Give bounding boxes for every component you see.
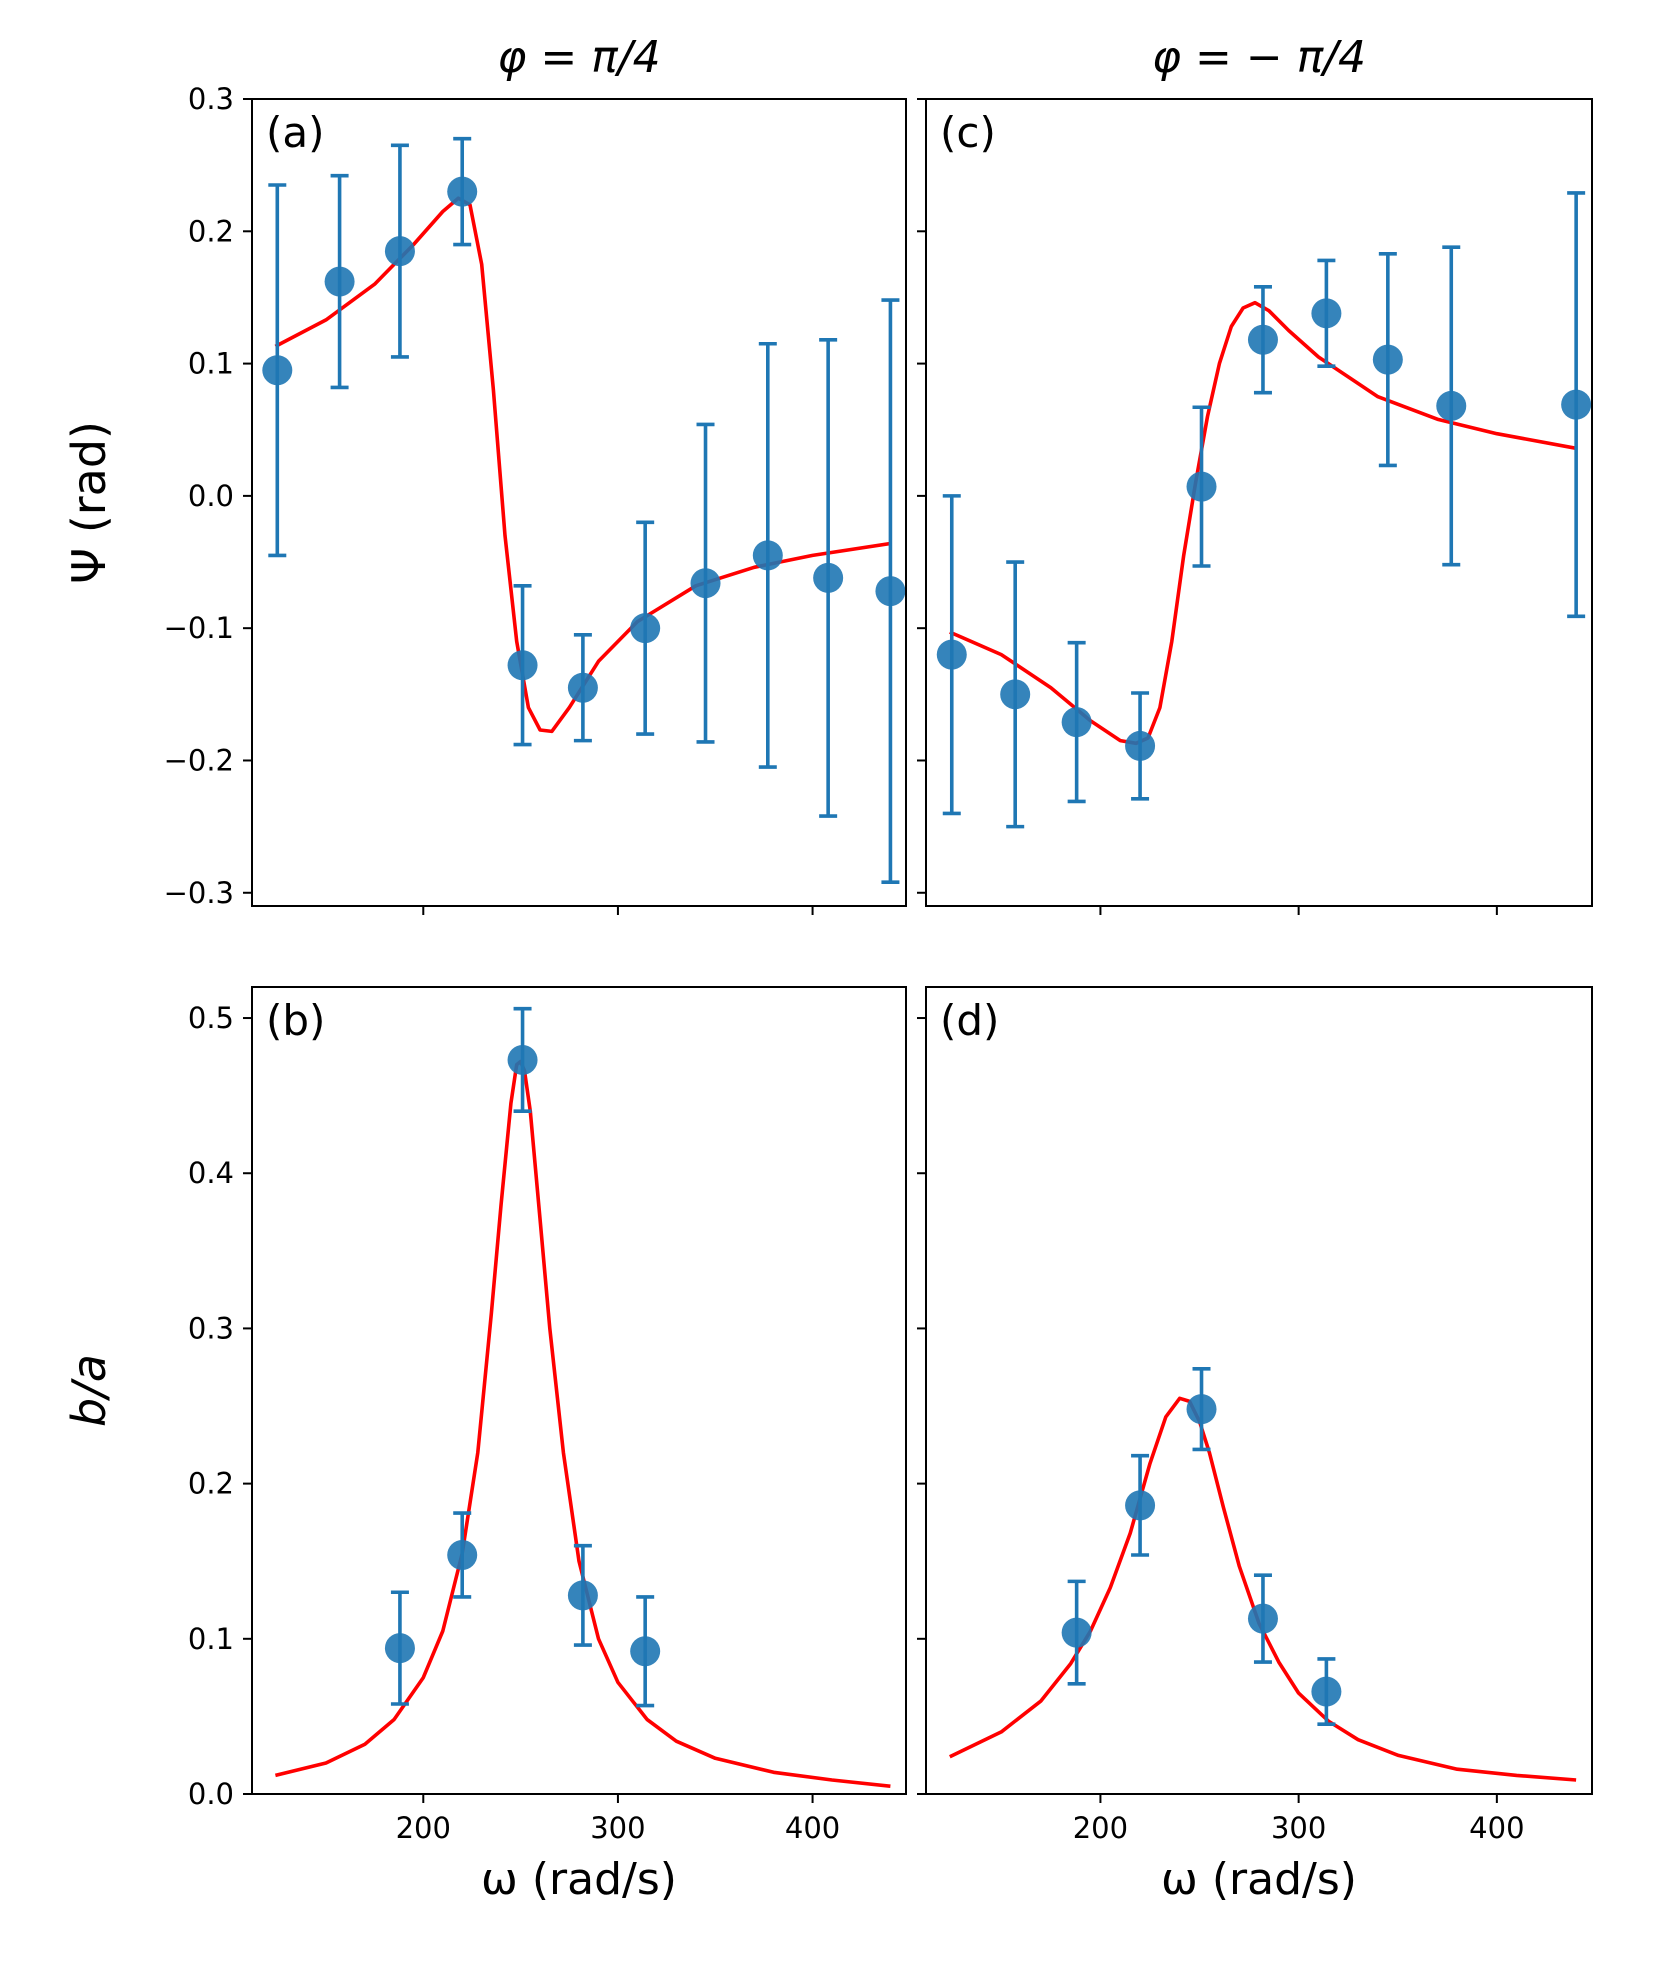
data-point bbox=[813, 562, 844, 593]
data-point bbox=[384, 1633, 415, 1664]
y-tick-label: 0.0 bbox=[188, 1777, 234, 1811]
panel-label: (d) bbox=[940, 996, 999, 1045]
column-title: φ = − π/4 bbox=[1152, 32, 1366, 83]
y-tick-label: 0.2 bbox=[188, 1467, 234, 1501]
data-point bbox=[1311, 298, 1342, 329]
y-tick-label: 0.3 bbox=[188, 1311, 234, 1345]
data-point bbox=[1561, 389, 1592, 420]
data-point bbox=[447, 1540, 478, 1571]
panel-a-data bbox=[262, 136, 906, 884]
x-tick-label: 400 bbox=[785, 1811, 840, 1845]
data-point bbox=[1247, 1603, 1278, 1634]
x-axis-label: ω (rad/s) bbox=[481, 1854, 677, 1905]
panel-d: 200 300 400 (d) ω (rad/s) bbox=[917, 986, 1593, 1905]
x-tick-label: 300 bbox=[590, 1811, 645, 1845]
data-point bbox=[1061, 707, 1092, 738]
y-tick-label: −0.3 bbox=[164, 876, 234, 910]
axes-frame bbox=[251, 986, 907, 1795]
axes-frame bbox=[925, 98, 1593, 907]
panel-c: (c) φ = − π/4 bbox=[917, 32, 1593, 915]
data-point bbox=[262, 355, 293, 386]
fit-curve bbox=[274, 196, 891, 734]
y-tick-label: 0.4 bbox=[188, 1156, 234, 1190]
panel-label: (c) bbox=[940, 108, 996, 157]
data-point bbox=[1311, 1676, 1342, 1707]
data-point bbox=[507, 1044, 538, 1075]
y-tick-label: −0.2 bbox=[164, 743, 234, 777]
data-point bbox=[1125, 1490, 1156, 1521]
x-tick-label: 400 bbox=[1469, 1811, 1524, 1845]
data-point bbox=[567, 672, 598, 703]
y-tick-label: −0.1 bbox=[164, 611, 234, 645]
x-axis-label: ω (rad/s) bbox=[1161, 1854, 1357, 1905]
panel-label: (b) bbox=[266, 996, 325, 1045]
x-tick-label: 200 bbox=[1073, 1811, 1128, 1845]
axes-frame bbox=[251, 98, 907, 907]
y-axis-label: b/a bbox=[62, 1354, 116, 1427]
x-tick-label: 200 bbox=[396, 1811, 451, 1845]
y-tick-label: 0.3 bbox=[188, 82, 234, 116]
data-point bbox=[384, 236, 415, 267]
data-point bbox=[630, 1636, 661, 1667]
data-point bbox=[1000, 679, 1031, 710]
panel-b-data bbox=[274, 1006, 891, 1788]
y-tick-label: 0.0 bbox=[188, 479, 234, 513]
column-title: φ = π/4 bbox=[497, 32, 660, 83]
data-point bbox=[447, 176, 478, 207]
data-point bbox=[324, 266, 355, 297]
data-point bbox=[936, 639, 967, 670]
data-point bbox=[690, 568, 721, 599]
panel-a: −0.3 −0.2 −0.1 0.0 0.1 0.2 0.3 (a) φ = π/4 Ψ (rad… bbox=[62, 32, 907, 915]
panel-label: (a) bbox=[266, 108, 325, 157]
panel-d-data bbox=[949, 1366, 1577, 1782]
data-point bbox=[1372, 344, 1403, 375]
data-point bbox=[1247, 324, 1278, 355]
axes-frame bbox=[925, 986, 1593, 1795]
data-point bbox=[875, 576, 906, 607]
data-point bbox=[752, 540, 783, 571]
data-point bbox=[1186, 1394, 1217, 1425]
y-axis-label: Ψ (rad) bbox=[62, 421, 116, 584]
data-point bbox=[630, 613, 661, 644]
data-point bbox=[1436, 390, 1467, 421]
data-point bbox=[1061, 1617, 1092, 1648]
y-tick-label: 0.2 bbox=[188, 214, 234, 248]
y-tick-label: 0.5 bbox=[188, 1001, 234, 1035]
fit-curve bbox=[949, 300, 1577, 746]
data-point bbox=[567, 1580, 598, 1611]
data-point bbox=[1186, 471, 1217, 502]
panel-c-data bbox=[936, 191, 1592, 829]
y-tick-label: 0.1 bbox=[188, 347, 234, 381]
panel-b: 200 300 400 0.0 0.1 0.2 0.3 0.4 0.5 (b) ω (rad/s) b… bbox=[62, 986, 907, 1905]
y-tick-label: 0.1 bbox=[188, 1622, 234, 1656]
data-point bbox=[1125, 730, 1156, 761]
x-tick-label: 300 bbox=[1271, 1811, 1326, 1845]
data-point bbox=[507, 650, 538, 681]
